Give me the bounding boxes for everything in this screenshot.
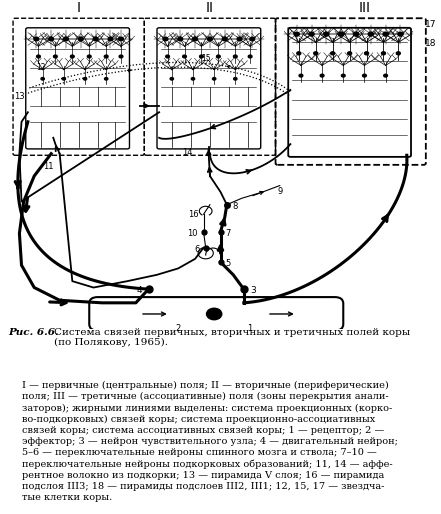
Circle shape [213,78,216,80]
Text: 3: 3 [250,286,256,295]
Text: 5: 5 [226,259,231,268]
Circle shape [62,78,66,80]
Circle shape [119,55,123,58]
Text: II: II [206,1,214,15]
Circle shape [341,74,345,77]
Circle shape [234,78,237,80]
Circle shape [294,32,299,36]
Circle shape [348,52,351,55]
Circle shape [339,32,344,36]
Circle shape [193,37,198,41]
Text: 15: 15 [202,53,211,63]
Text: I: I [77,1,81,15]
Text: 11: 11 [43,162,53,171]
Text: 12: 12 [36,63,46,72]
Circle shape [78,37,83,41]
Circle shape [324,32,329,36]
Text: 2: 2 [176,324,181,333]
Circle shape [314,52,318,55]
Circle shape [206,308,222,320]
Circle shape [87,55,91,58]
Circle shape [200,55,203,58]
Circle shape [250,37,254,41]
FancyBboxPatch shape [89,297,343,331]
Circle shape [41,78,45,80]
Text: 1: 1 [247,324,253,333]
Circle shape [93,37,98,41]
Circle shape [163,37,168,41]
Text: 4: 4 [137,286,142,295]
Circle shape [105,78,108,80]
Text: Рис. 6.6.: Рис. 6.6. [9,327,60,337]
Circle shape [331,52,335,55]
Circle shape [119,37,123,41]
Text: 7: 7 [226,229,231,238]
Circle shape [233,55,237,58]
Circle shape [222,37,227,41]
Circle shape [381,52,385,55]
Circle shape [108,37,113,41]
Circle shape [365,52,369,55]
Circle shape [309,32,314,36]
Text: 14: 14 [183,148,193,157]
Circle shape [237,37,242,41]
Circle shape [83,78,87,80]
Text: III: III [359,1,370,15]
Circle shape [34,37,39,41]
Circle shape [191,78,194,80]
Circle shape [170,78,173,80]
Circle shape [105,55,108,58]
Circle shape [166,55,169,58]
Circle shape [217,55,220,58]
Text: 16: 16 [188,210,198,219]
Circle shape [363,74,366,77]
Circle shape [248,55,252,58]
Circle shape [398,32,403,36]
Circle shape [183,55,187,58]
Text: 13: 13 [14,92,25,101]
Text: I — первичные (центральные) поля; II — вторичные (периферические)
поля; III — тр: I — первичные (центральные) поля; II — в… [22,381,398,502]
Circle shape [53,55,57,58]
Circle shape [383,32,388,36]
Text: Система связей первичных, вторичных и третичных полей коры
(по Полякову, 1965).: Система связей первичных, вторичных и тр… [54,327,411,347]
Circle shape [208,37,212,41]
Circle shape [299,74,303,77]
Text: 8: 8 [232,202,238,211]
Circle shape [178,37,183,41]
Circle shape [71,55,74,58]
Circle shape [368,32,374,36]
Text: 9: 9 [278,188,283,196]
Text: 18: 18 [425,39,436,48]
Circle shape [396,52,400,55]
Circle shape [353,32,359,36]
Circle shape [49,37,53,41]
Text: 6: 6 [194,245,199,254]
Circle shape [297,52,301,55]
Circle shape [320,74,324,77]
Text: 10: 10 [187,229,197,238]
Circle shape [384,74,388,77]
Circle shape [64,37,68,41]
Circle shape [37,55,40,58]
Text: 17: 17 [425,20,436,29]
